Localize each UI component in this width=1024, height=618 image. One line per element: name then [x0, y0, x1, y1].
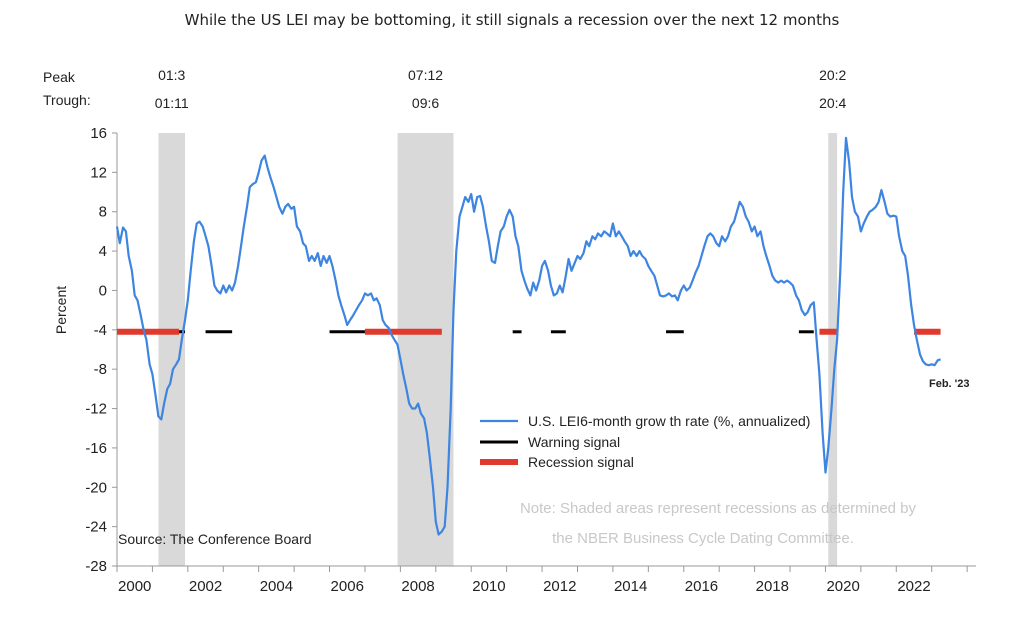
x-axis: 2000 2002 2004 2006 2008 2010 2012 2014 2016 2018…	[116, 565, 976, 595]
x-tick-label-10: 2020	[826, 578, 859, 595]
x-tick-label-2: 2004	[260, 578, 293, 595]
source-text: Source: The Conference Board	[118, 531, 312, 547]
recession-shading	[158, 133, 838, 566]
peak-date-2: 20:2	[819, 67, 846, 83]
x-tick-label-8: 2016	[685, 578, 718, 595]
y-axis: 16 12 8 4 0 -4 -8 -12 -16 -20 -24 -28	[85, 125, 118, 575]
peak-trough-labels: 01:3 01:11 07:12 09:6 20:2 20:4	[155, 67, 847, 111]
x-tick-label-3: 2006	[331, 578, 364, 595]
x-tick-label-4: 2008	[401, 578, 434, 595]
x-tick-label-9: 2018	[756, 578, 789, 595]
trough-date-0: 01:11	[155, 95, 189, 111]
legend: U.S. LEI6-month grow th rate (%, annuali…	[480, 413, 810, 470]
x-tick-label-0: 2000	[118, 578, 151, 595]
legend-label-recession: Recession signal	[528, 454, 634, 470]
y-tick-label-6: -8	[94, 361, 107, 378]
y-tick-label-11: -28	[85, 558, 107, 575]
x-tick-label-5: 2010	[472, 578, 505, 595]
note-line-1: Note: Shaded areas represent recessions …	[520, 500, 917, 517]
y-tick-label-10: -24	[85, 519, 107, 536]
y-tick-label-3: 4	[99, 243, 107, 260]
peak-date-1: 07:12	[408, 67, 443, 83]
recession-band-2	[828, 133, 838, 566]
lei-series-line	[115, 136, 941, 536]
y-tick-label-5: -4	[94, 322, 107, 339]
peak-row-label: Peak	[43, 69, 76, 85]
end-label: Feb. '23	[929, 378, 970, 390]
y-tick-label-0: 16	[90, 125, 107, 142]
y-tick-label-4: 0	[99, 282, 107, 299]
x-tick-label-1: 2002	[189, 578, 222, 595]
y-tick-label-8: -16	[85, 440, 107, 457]
legend-label-warning: Warning signal	[528, 434, 620, 450]
trough-date-1: 09:6	[412, 95, 439, 111]
x-tick-label-11: 2022	[897, 578, 930, 595]
trough-row-label: Trough:	[43, 92, 91, 108]
note-line-2: the NBER Business Cycle Dating Committee…	[552, 530, 854, 547]
recession-band-1	[397, 133, 454, 566]
x-tick-label-6: 2012	[543, 578, 576, 595]
y-tick-label-2: 8	[99, 204, 107, 221]
y-tick-label-9: -20	[85, 479, 107, 496]
y-tick-label-1: 12	[90, 164, 107, 181]
trough-date-2: 20:4	[819, 95, 846, 111]
y-axis-label: Percent	[53, 286, 69, 334]
y-tick-label-7: -12	[85, 401, 107, 418]
peak-date-0: 01:3	[158, 67, 185, 83]
x-tick-label-7: 2014	[614, 578, 647, 595]
chart-title: While the US LEI may be bottoming, it st…	[185, 11, 840, 29]
legend-label-lei: U.S. LEI6-month grow th rate (%, annuali…	[528, 413, 810, 429]
